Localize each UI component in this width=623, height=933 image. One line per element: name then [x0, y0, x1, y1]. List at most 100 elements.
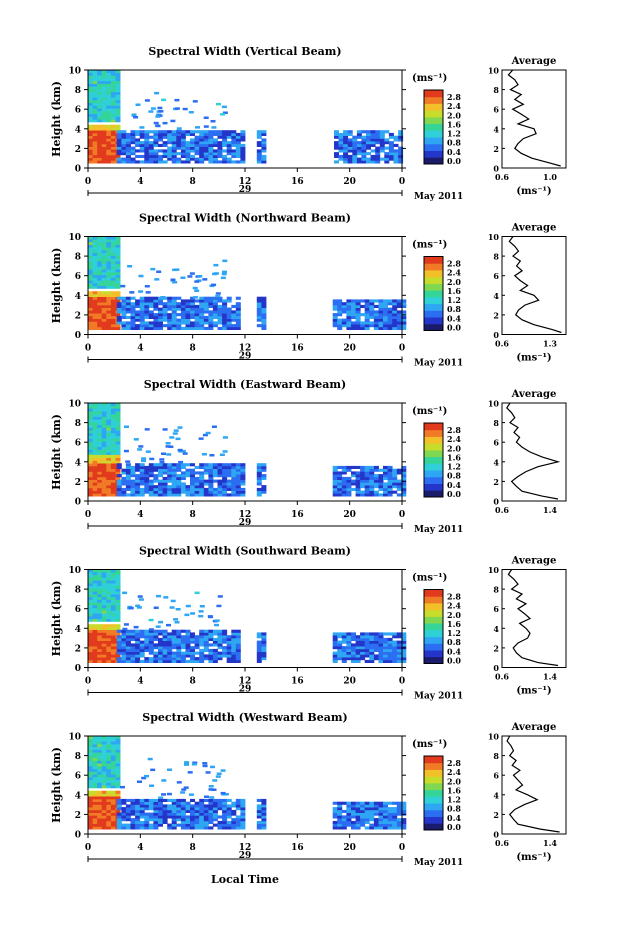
heatmap-cell — [360, 468, 366, 472]
heatmap-cell — [222, 809, 228, 813]
heatmap-cell — [121, 493, 127, 497]
heatmap-cell — [106, 774, 112, 778]
heatmap-cell — [110, 804, 116, 808]
heatmap-cell — [158, 463, 163, 467]
heatmap-cell — [121, 152, 127, 156]
x-tick-label: 0 — [399, 510, 405, 520]
heatmap-cell — [163, 596, 169, 599]
heatmap-cell — [116, 812, 122, 816]
average-y-tick-label: 4 — [493, 790, 499, 800]
heatmap-cell — [101, 752, 107, 756]
heatmap-cell — [383, 818, 388, 822]
heatmap-cell — [88, 127, 93, 131]
heatmap-cell — [261, 315, 267, 319]
heatmap-cell — [217, 487, 223, 491]
heatmap-cell — [88, 444, 93, 448]
heatmap-cell — [217, 632, 223, 636]
heatmap-cell — [199, 146, 205, 150]
heatmap-cell — [183, 786, 189, 789]
heatmap-cell — [135, 635, 141, 639]
heatmap-cell — [392, 304, 398, 308]
heatmap-cell — [401, 801, 407, 805]
heatmap-cell — [194, 493, 200, 497]
heatmap-cell — [396, 321, 402, 325]
heatmap-cell — [226, 798, 232, 802]
colorbar-tick-label: 1.6 — [447, 785, 461, 795]
heatmap-cell — [203, 304, 209, 308]
heatmap-cell — [240, 820, 246, 824]
heatmap-cell — [101, 637, 107, 641]
x-tick-label: 4 — [137, 344, 143, 354]
heatmap-cell — [148, 637, 154, 641]
heatmap-cell — [199, 479, 205, 483]
heatmap-cell — [115, 577, 121, 581]
heatmap-cell — [355, 635, 361, 639]
heatmap-cell — [110, 277, 116, 281]
colorbar-unit: (ms⁻¹) — [412, 739, 447, 750]
heatmap-cell — [88, 83, 93, 87]
heatmap-cell — [116, 801, 122, 805]
heatmap-cell — [396, 313, 402, 317]
heatmap-cell — [121, 471, 127, 475]
heatmap-cell — [393, 154, 399, 158]
heatmap-cell — [148, 321, 154, 325]
heatmap-cell — [360, 635, 366, 639]
heatmap-cell — [121, 468, 127, 472]
heatmap-cell — [139, 643, 145, 647]
heatmap-cell — [351, 826, 356, 830]
heatmap-cell — [369, 659, 375, 663]
heatmap-cell — [122, 591, 128, 595]
heatmap-cell — [97, 602, 103, 606]
heatmap-cell — [181, 788, 187, 791]
heatmap-cell — [337, 304, 343, 308]
heatmap-cell — [176, 132, 182, 136]
heatmap-cell — [110, 760, 116, 764]
heatmap-cell — [153, 807, 159, 811]
heatmap-cell — [106, 283, 112, 287]
heatmap-cell — [101, 648, 107, 652]
heatmap-cell — [144, 313, 150, 317]
heatmap-cell — [167, 152, 173, 156]
heatmap-cell — [101, 86, 107, 90]
heatmap-cell — [106, 659, 112, 663]
heatmap-cell — [110, 266, 116, 270]
heatmap-cell — [360, 304, 366, 308]
heatmap-cell — [158, 310, 163, 314]
heatmap-cell — [106, 746, 112, 750]
heatmap-cell — [346, 310, 352, 314]
heatmap-cell — [135, 138, 141, 142]
heatmap-cell — [97, 157, 103, 161]
heatmap-cell — [194, 160, 200, 164]
heatmap-cell — [106, 607, 112, 611]
heatmap-cell — [364, 476, 370, 480]
colorbar-segment — [424, 609, 443, 617]
heatmap-cell — [222, 465, 228, 469]
heatmap-cell — [88, 313, 93, 317]
heatmap-cell — [101, 130, 107, 134]
heatmap-cell — [383, 815, 388, 819]
heatmap-cell — [125, 138, 131, 142]
heatmap-cell — [106, 244, 112, 248]
heatmap-cell — [167, 809, 173, 813]
heatmap-cell — [88, 138, 93, 142]
heatmap-cell — [351, 637, 356, 641]
heatmap-cell — [115, 610, 121, 614]
heatmap-cell — [88, 422, 93, 426]
heatmap-cell — [97, 493, 103, 497]
heatmap-cell — [115, 613, 121, 617]
heatmap-cell — [156, 270, 162, 273]
heatmap-cell — [106, 108, 112, 112]
heatmap-cell — [158, 646, 163, 650]
heatmap-cell — [110, 100, 116, 104]
heatmap-cell — [153, 476, 159, 480]
heatmap-cell — [115, 760, 121, 764]
heatmap-cell — [240, 130, 246, 134]
heatmap-cell — [135, 815, 141, 819]
heatmap-cell — [92, 485, 98, 489]
heatmap-cell — [369, 307, 375, 311]
heatmap-cell — [110, 102, 116, 106]
heatmap-cell — [101, 302, 107, 306]
heatmap-cell — [396, 801, 402, 805]
heatmap-cell — [360, 479, 366, 483]
panel-0: Spectral Width (Vertical Beam)Height (km… — [50, 45, 567, 202]
